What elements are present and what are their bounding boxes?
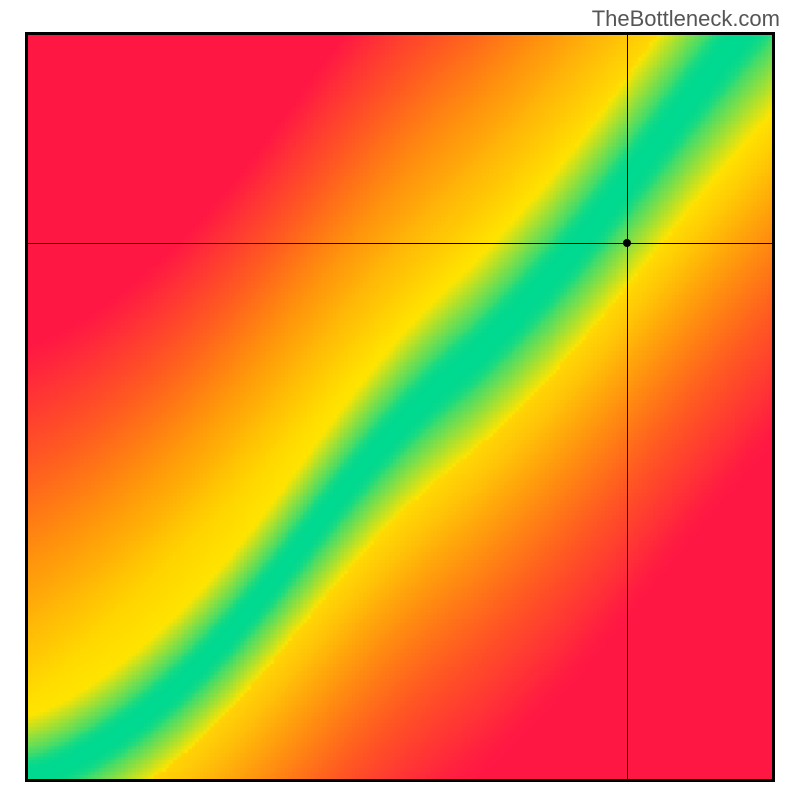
- heatmap-canvas: [28, 35, 772, 779]
- crosshair-horizontal: [28, 243, 772, 244]
- canvas-wrap: [28, 35, 772, 779]
- crosshair-intersection-dot: [623, 239, 631, 247]
- watermark-text: TheBottleneck.com: [592, 6, 780, 32]
- crosshair-vertical: [627, 35, 628, 779]
- chart-container: TheBottleneck.com: [0, 0, 800, 800]
- heatmap-area: [25, 32, 775, 782]
